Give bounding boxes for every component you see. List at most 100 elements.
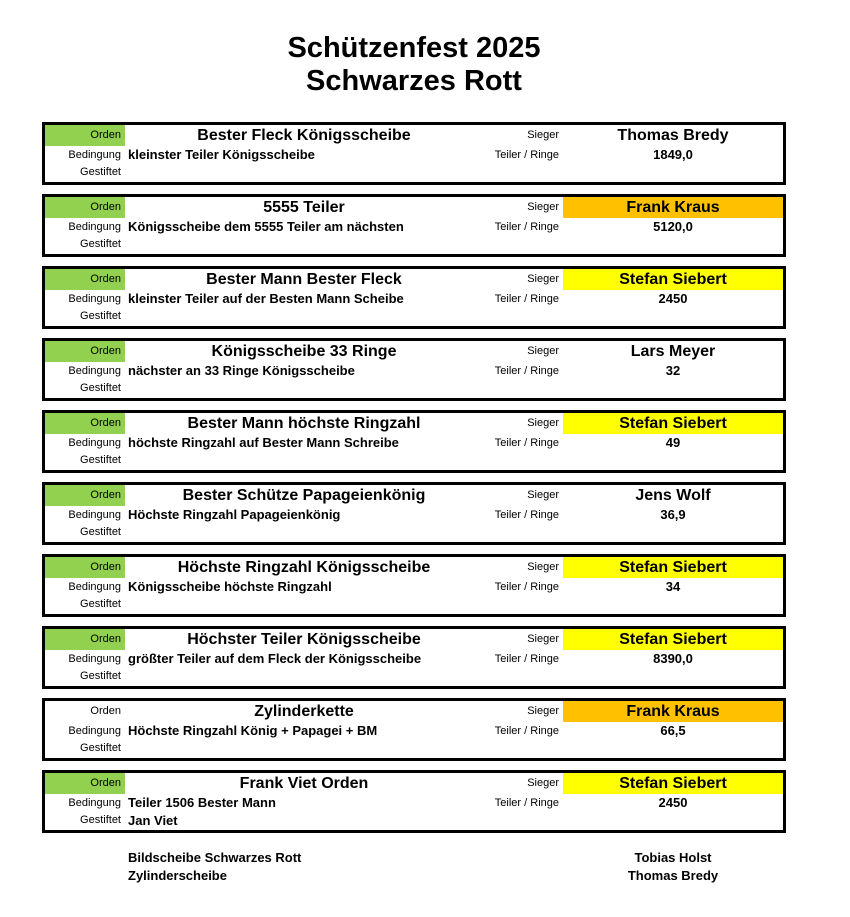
gestiftet-label: Gestiftet <box>80 454 121 466</box>
award-title: Frank Viet Orden <box>239 775 369 792</box>
spacer-cell <box>563 812 783 830</box>
gestiftet-value <box>125 164 483 182</box>
orden-label: Orden <box>45 485 125 506</box>
orden-label: Orden <box>45 629 125 650</box>
teiler-ringe-label: Teiler / Ringe <box>494 437 559 449</box>
spacer-cell <box>563 308 783 326</box>
gestiftet-label: Gestiftet <box>80 814 121 826</box>
teiler-ringe-value: 2450 <box>658 291 688 306</box>
award-title: Bester Fleck Königsscheibe <box>197 127 411 144</box>
bedingung-label: Bedingung <box>68 221 121 233</box>
spacer-cell <box>563 740 783 758</box>
bedingung-value: höchste Ringzahl auf Bester Mann Schreib… <box>128 435 399 450</box>
spacer-cell <box>563 452 783 470</box>
teiler-ringe-label: Teiler / Ringe <box>494 581 559 593</box>
teiler-ringe-label: Teiler / Ringe <box>494 509 559 521</box>
teiler-ringe-value: 49 <box>665 435 681 450</box>
footer: Bildscheibe Schwarzes Rott Zylinderschei… <box>42 849 786 885</box>
spacer-cell <box>563 596 783 614</box>
gestiftet-value <box>125 740 483 758</box>
bedingung-value: Höchste Ringzahl Papageienkönig <box>128 507 341 522</box>
gestiftet-value <box>125 668 483 686</box>
bedingung-value: Höchste Ringzahl König + Papagei + BM <box>128 723 378 738</box>
spacer-cell <box>563 236 783 254</box>
spacer-cell <box>563 380 783 398</box>
page-title-line1: Schützenfest 2025 <box>287 32 541 64</box>
footer-right-line2: Thomas Bredy <box>627 868 719 883</box>
footer-left-line1: Bildscheibe Schwarzes Rott <box>128 850 302 865</box>
teiler-ringe-label: Teiler / Ringe <box>494 365 559 377</box>
gestiftet-label: Gestiftet <box>80 742 121 754</box>
bedingung-label: Bedingung <box>68 653 121 665</box>
gestiftet-label: Gestiftet <box>80 238 121 250</box>
bedingung-label: Bedingung <box>68 149 121 161</box>
bedingung-label: Bedingung <box>68 293 121 305</box>
spacer-cell <box>483 740 563 758</box>
gestiftet-value <box>125 452 483 470</box>
gestiftet-value <box>125 596 483 614</box>
gestiftet-value: Jan Viet <box>128 813 178 828</box>
footer-right-line1: Tobias Holst <box>634 850 712 865</box>
winner-name: Stefan Siebert <box>563 629 783 650</box>
award-list: Orden Bester Fleck Königsscheibe Sieger … <box>42 122 786 833</box>
gestiftet-value <box>125 236 483 254</box>
sieger-label: Sieger <box>527 633 559 645</box>
spacer-cell <box>483 308 563 326</box>
bedingung-value: nächster an 33 Ringe Königsscheibe <box>128 363 355 378</box>
bedingung-label: Bedingung <box>68 509 121 521</box>
teiler-ringe-value: 2450 <box>658 795 688 810</box>
spacer-cell <box>483 452 563 470</box>
teiler-ringe-label: Teiler / Ringe <box>494 797 559 809</box>
bedingung-value: größter Teiler auf dem Fleck der Königss… <box>128 651 422 666</box>
orden-label: Orden <box>45 269 125 290</box>
bedingung-label: Bedingung <box>68 437 121 449</box>
teiler-ringe-value: 34 <box>665 579 681 594</box>
award-card: Orden Bester Mann höchste Ringzahl Siege… <box>42 410 786 473</box>
spacer-cell <box>483 524 563 542</box>
award-card: Orden Höchster Teiler Königsscheibe Sieg… <box>42 626 786 689</box>
spacer-cell <box>483 236 563 254</box>
bedingung-value: Königsscheibe dem 5555 Teiler am nächste… <box>128 219 404 234</box>
sieger-label: Sieger <box>527 561 559 573</box>
sieger-label: Sieger <box>527 201 559 213</box>
teiler-ringe-label: Teiler / Ringe <box>494 293 559 305</box>
teiler-ringe-value: 1849,0 <box>653 147 693 162</box>
award-card: Orden Königsscheibe 33 Ringe Sieger Lars… <box>42 338 786 401</box>
gestiftet-label: Gestiftet <box>80 526 121 538</box>
award-title: Bester Mann Bester Fleck <box>206 271 402 288</box>
award-title: Zylinderkette <box>254 703 354 720</box>
bedingung-value: Teiler 1506 Bester Mann <box>128 795 276 810</box>
orden-label: Orden <box>45 773 125 794</box>
gestiftet-value <box>125 380 483 398</box>
winner-name: Stefan Siebert <box>563 269 783 290</box>
sieger-label: Sieger <box>527 129 559 141</box>
teiler-ringe-value: 32 <box>665 363 681 378</box>
gestiftet-value <box>125 308 483 326</box>
bedingung-label: Bedingung <box>68 581 121 593</box>
spacer-cell <box>483 380 563 398</box>
winner-name: Jens Wolf <box>635 487 711 504</box>
footer-left-line2: Zylinderscheibe <box>128 868 227 883</box>
sieger-label: Sieger <box>527 489 559 501</box>
gestiftet-label: Gestiftet <box>80 670 121 682</box>
spacer-cell <box>563 524 783 542</box>
award-title: Bester Schütze Papageienkönig <box>182 487 426 504</box>
page-title-line2: Schwarzes Rott <box>306 65 522 97</box>
spacer-cell <box>483 812 563 830</box>
winner-name: Lars Meyer <box>630 343 716 360</box>
bedingung-label: Bedingung <box>68 797 121 809</box>
gestiftet-value <box>125 524 483 542</box>
spacer-cell <box>563 164 783 182</box>
orden-label: Orden <box>45 125 125 146</box>
footer-left: Bildscheibe Schwarzes Rott Zylinderschei… <box>128 849 786 885</box>
bedingung-value: Königsscheibe höchste Ringzahl <box>128 579 332 594</box>
award-card: Orden Bester Mann Bester Fleck Sieger St… <box>42 266 786 329</box>
teiler-ringe-label: Teiler / Ringe <box>494 653 559 665</box>
orden-label: Orden <box>45 557 125 578</box>
teiler-ringe-value: 66,5 <box>660 723 686 738</box>
award-title: Höchste Ringzahl Königsscheibe <box>177 559 431 576</box>
bedingung-label: Bedingung <box>68 365 121 377</box>
award-card: Orden 5555 Teiler Sieger Frank Kraus Bed… <box>42 194 786 257</box>
winner-name: Frank Kraus <box>563 197 783 218</box>
sieger-label: Sieger <box>527 345 559 357</box>
